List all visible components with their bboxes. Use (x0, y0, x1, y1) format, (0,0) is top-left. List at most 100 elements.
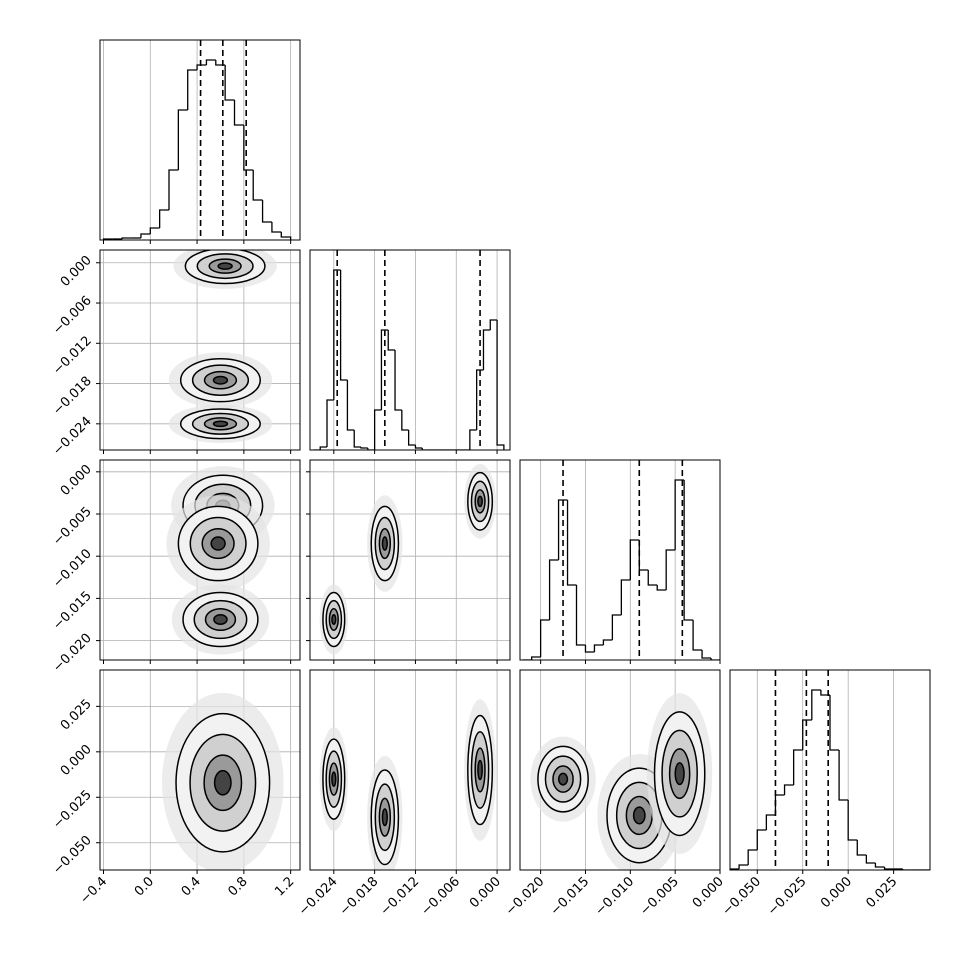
histogram-bar (638, 540, 649, 571)
histogram-bar (149, 227, 160, 234)
x-tick-label: 1.2 (272, 874, 297, 899)
histogram-bar (620, 579, 631, 615)
x-tick-label: 0.8 (225, 874, 250, 899)
plot-area (310, 460, 510, 660)
density-contour (477, 759, 483, 781)
histogram-bar (271, 222, 282, 233)
density-contour (212, 375, 229, 385)
density-contour (213, 614, 228, 625)
histogram-bar (421, 448, 430, 450)
panel (99, 39, 301, 244)
y-tick-label: −0.050 (50, 833, 95, 878)
histogram-bar (783, 784, 794, 795)
x-tick-label: 0.025 (864, 874, 901, 911)
histogram-bar (224, 65, 235, 101)
histogram-bar (394, 350, 402, 411)
histogram-bar (177, 109, 188, 170)
x-tick-label: −0.050 (719, 874, 764, 919)
x-tick-label: −0.020 (503, 874, 548, 919)
density-contour (213, 769, 232, 796)
histogram-bar (674, 479, 685, 550)
y-tick-label: −0.005 (50, 504, 95, 549)
histogram-bar (261, 200, 272, 223)
histogram-bar (820, 690, 830, 696)
histogram-bar (756, 829, 767, 850)
histogram-bar (683, 480, 694, 621)
histogram-bar (611, 614, 622, 640)
histogram-bar (373, 409, 382, 450)
histogram-bar (215, 60, 226, 66)
panel-frame (99, 669, 301, 871)
panel-frame (309, 459, 511, 661)
plot-area (319, 670, 498, 870)
histogram-bar (121, 237, 132, 239)
x-tick-label: 0.000 (818, 874, 855, 911)
panel: −0.050 −0.025 0.000 0.025 (719, 669, 931, 919)
histogram-bar (140, 233, 151, 238)
y-tick-label: 0.000 (58, 742, 95, 779)
histogram-bar (333, 269, 341, 400)
histogram-bar (865, 855, 876, 864)
histogram-bar (367, 448, 375, 450)
density-contour (477, 495, 483, 508)
panel (306, 459, 511, 664)
histogram-bar (496, 320, 505, 450)
density-contour (557, 772, 569, 786)
plot-area (100, 250, 300, 450)
y-tick-label: −0.006 (50, 293, 95, 338)
panel-frame (99, 459, 301, 661)
plot-area (730, 670, 930, 870)
plot-area (522, 460, 720, 660)
density-contour (217, 262, 233, 270)
histogram-bar (829, 695, 840, 751)
histogram-bar (205, 59, 216, 65)
histogram-bar (584, 645, 595, 653)
x-tick-label: 0.0 (132, 874, 157, 899)
histogram-bar (629, 539, 640, 580)
y-tick-label: −0.024 (50, 414, 95, 459)
y-tick-label: −0.025 (50, 787, 95, 832)
x-tick-label: −0.010 (593, 874, 638, 919)
y-tick-label: −0.018 (50, 374, 95, 419)
panel-frame (519, 669, 721, 871)
histogram-bar (710, 658, 720, 660)
density-contour (674, 762, 685, 786)
density-contour (632, 806, 646, 825)
histogram-bar (593, 644, 604, 652)
histogram-bar (856, 840, 867, 856)
x-tick-label: −0.024 (296, 874, 341, 919)
histogram-bar (346, 380, 355, 431)
x-tick-label: −0.006 (418, 874, 463, 919)
histogram-bar (665, 549, 676, 590)
panel: −0.4 0.0 0.4 0.8 1.2 −0.050−0.025 0.000 0.025 (50, 669, 301, 907)
histogram-bar (339, 270, 348, 381)
histogram-bar (252, 170, 263, 201)
histogram-bar (196, 64, 207, 70)
y-tick-label: −0.020 (50, 631, 95, 676)
histogram-bar (326, 399, 334, 447)
panel-frame (309, 669, 511, 871)
panel-frame (729, 669, 931, 871)
histogram-bar (353, 430, 362, 448)
histogram-bar (692, 620, 703, 651)
histogram-bar (233, 100, 244, 126)
density-contour (331, 771, 337, 787)
histogram-bar (548, 559, 559, 620)
histogram-bar (602, 639, 613, 645)
histogram-bar (407, 430, 416, 446)
density-contour (212, 420, 229, 428)
histogram-bar (168, 169, 179, 210)
histogram-bar (380, 329, 389, 410)
plot-area (100, 670, 300, 870)
x-tick-label: −0.005 (637, 874, 682, 919)
histogram-bar (847, 800, 858, 841)
y-tick-label: −0.015 (50, 589, 95, 634)
histogram-bar (575, 585, 586, 646)
plot-area (100, 460, 300, 660)
density-contour (381, 536, 388, 551)
y-tick-label: −0.012 (50, 334, 95, 379)
histogram-bar (187, 69, 198, 110)
